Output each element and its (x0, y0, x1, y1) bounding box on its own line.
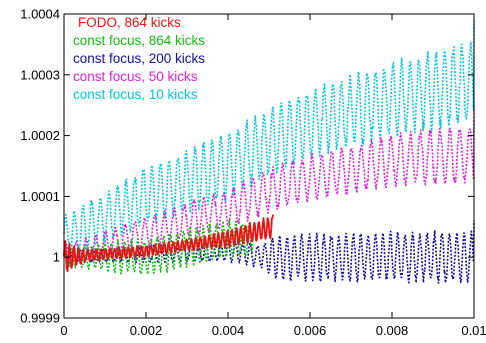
y-tick-label: 1 (53, 250, 60, 265)
legend-entry: const focus, 50 kicks (73, 69, 198, 84)
x-tick-label: 0.002 (130, 323, 163, 338)
x-tick-label: 0.006 (294, 323, 327, 338)
series-layer (63, 20, 475, 284)
legend-entry: const focus, 200 kicks (73, 51, 205, 66)
ticks-layer: 0 0.002 0.004 0.006 0.008 0.01 0.9999 1 1.0001 1.… (20, 7, 486, 339)
y-tick-label: 1.0003 (20, 67, 60, 82)
series-line-const-focus-50-kicks (63, 105, 475, 268)
y-tick-label: 1.0001 (20, 189, 60, 204)
x-tick-label: 0.008 (376, 323, 409, 338)
legend-entry: const focus, 864 kicks (73, 33, 205, 48)
legend-entry: FODO, 864 kicks (78, 15, 181, 30)
y-tick-label: 0.9999 (20, 311, 60, 326)
x-tick-label: 0 (60, 323, 67, 338)
legend: FODO, 864 kicks const focus, 864 kicks con… (73, 15, 205, 102)
y-tick-label: 1.0004 (20, 7, 60, 22)
series-line-fodo-864-kicks (63, 214, 274, 273)
y-tick-label: 1.0002 (20, 128, 60, 143)
legend-entry: const focus, 10 kicks (73, 87, 198, 102)
series-line-const-focus-10-kicks (63, 20, 475, 261)
x-tick-label: 0.004 (212, 323, 245, 338)
x-tick-label: 0.01 (461, 323, 486, 338)
plot-frame (63, 13, 475, 319)
